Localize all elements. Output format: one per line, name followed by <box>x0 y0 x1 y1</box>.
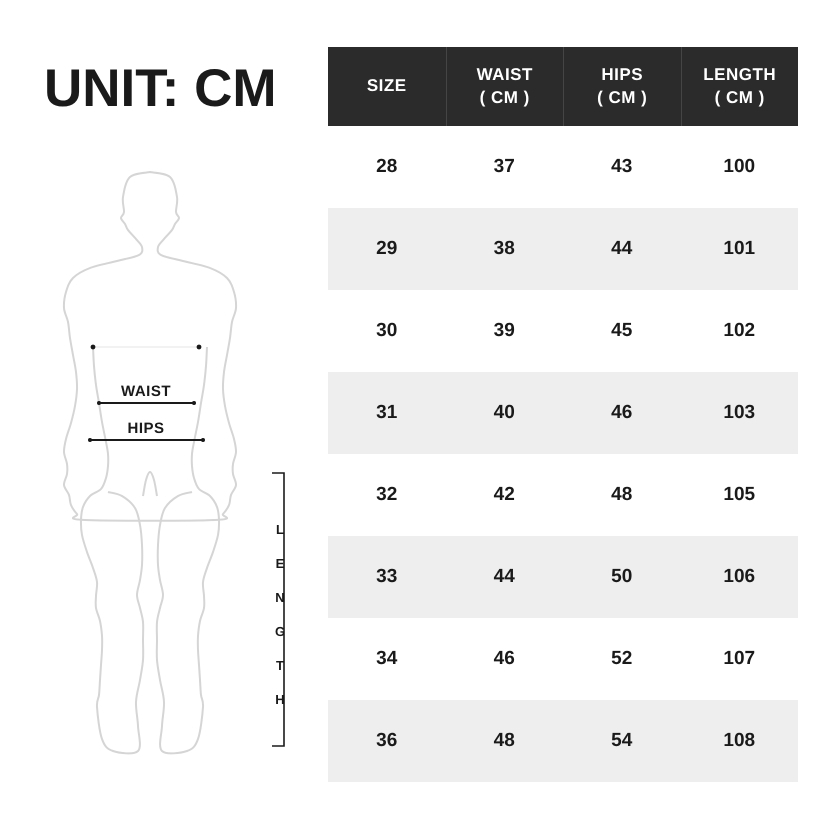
svg-text:H: H <box>275 692 284 707</box>
svg-text:HIPS: HIPS <box>127 420 164 437</box>
svg-text:E: E <box>276 556 285 571</box>
svg-text:G: G <box>275 624 285 639</box>
svg-text:WAIST: WAIST <box>121 383 171 400</box>
svg-text:T: T <box>276 658 284 673</box>
svg-text:N: N <box>275 590 284 605</box>
svg-text:L: L <box>276 522 284 537</box>
